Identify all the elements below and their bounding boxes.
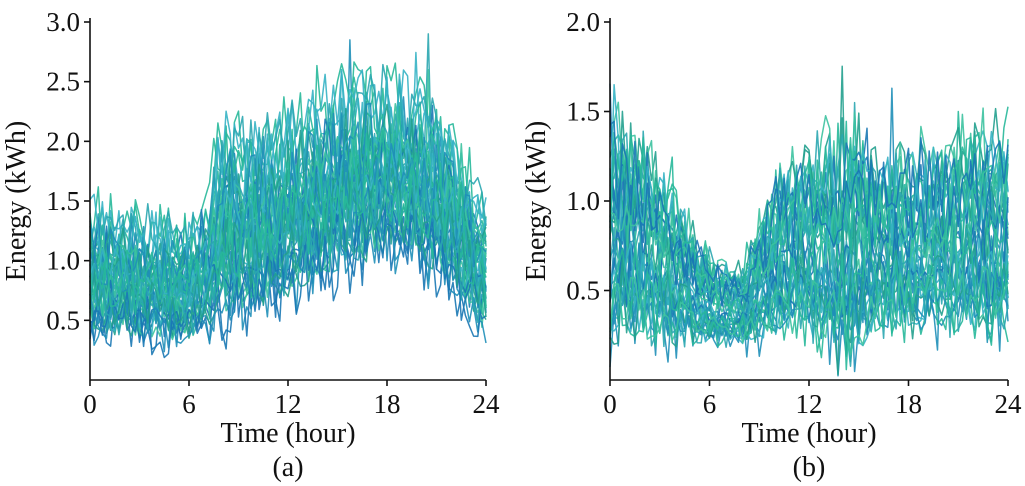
y-tick-label: 2.0 [46,126,80,156]
y-ticks-b: 0.5 1.0 1.5 2.0 [566,7,610,306]
panel-caption-a: (a) [272,452,303,483]
x-tick-label: 24 [995,389,1023,419]
series-line-a-40 [89,131,487,308]
x-tick-label: 6 [703,389,717,419]
series-line-b-31 [609,164,1009,302]
series-line-a-37 [89,114,487,311]
chart-panel-b: 0.5 1.0 1.5 2.0 0 6 12 18 24 Energy (kWh) Time … [521,7,1022,483]
series-group-b [609,65,1009,377]
x-axis-title-b: Time (hour) [741,418,876,449]
x-tick-label: 0 [83,389,97,419]
x-tick-label: 6 [182,389,196,419]
x-tick-label: 18 [374,389,401,419]
y-tick-label: 0.5 [46,305,80,335]
series-line-a-41 [89,163,487,333]
series-line-a-36 [89,156,487,336]
x-ticks-a: 0 6 12 18 24 [83,380,500,419]
panel-caption-b: (b) [793,452,826,483]
y-tick-label: 1.5 [46,186,80,216]
y-ticks-a: 0.5 1.0 1.5 2.0 2.5 3.0 [46,7,90,335]
series-line-b-35 [609,271,1009,341]
series-line-a-29 [89,63,487,268]
series-line-b-37 [609,196,1009,371]
y-tick-label: 0.5 [566,276,600,306]
x-tick-label: 18 [895,389,922,419]
series-line-b-32 [609,197,1009,330]
y-tick-label: 1.0 [46,246,80,276]
chart-panel-a: 0.5 1.0 1.5 2.0 2.5 3.0 0 6 12 18 24 Energy (kWh)… [1,7,500,483]
x-tick-label: 0 [603,389,617,419]
series-line-b-34 [609,211,1009,376]
series-line-a-33 [89,69,487,292]
x-axis-title-a: Time (hour) [220,418,355,449]
y-tick-label: 1.5 [566,97,600,127]
series-line-b-30 [609,131,1009,313]
x-tick-label: 12 [275,389,302,419]
y-tick-label: 1.0 [566,186,600,216]
x-tick-label: 12 [796,389,823,419]
series-group-a [89,33,487,359]
series-line-b-38 [609,208,1009,356]
y-tick-label: 3.0 [46,7,80,37]
y-axis-title-b: Energy (kWh) [521,121,552,281]
series-line-b-39 [609,120,1009,307]
series-line-b-28 [609,216,1009,338]
x-ticks-b: 0 6 12 18 24 [603,380,1022,419]
x-tick-label: 24 [473,389,501,419]
y-tick-label: 2.5 [46,67,80,97]
y-tick-label: 2.0 [566,7,600,37]
series-line-a-44 [89,130,487,316]
y-axis-title-a: Energy (kWh) [1,121,32,281]
